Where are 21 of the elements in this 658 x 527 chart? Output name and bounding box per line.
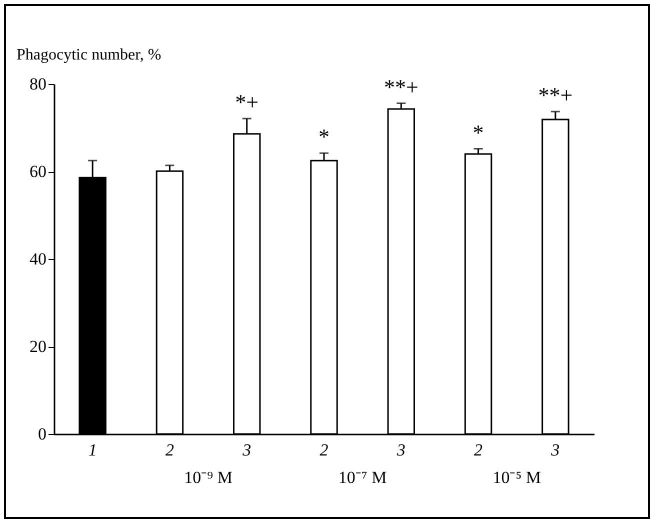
text: 10⁻⁷ M bbox=[338, 468, 387, 487]
x-tick-label: 2 bbox=[474, 440, 484, 460]
y-tick-label: 40 bbox=[30, 250, 46, 268]
data-label: **+ bbox=[538, 82, 573, 108]
x-tick-label: 2 bbox=[165, 440, 174, 460]
data-label: **+ bbox=[384, 74, 418, 100]
y-axis-title: Phagocytic number, % bbox=[16, 46, 162, 64]
data-label: * bbox=[472, 120, 484, 145]
data-label: *+ bbox=[235, 90, 259, 115]
x-tick-label: 1 bbox=[88, 440, 97, 460]
text: 10⁻⁵ M bbox=[492, 468, 542, 487]
text: 10⁻⁹ M bbox=[184, 468, 232, 487]
x-tick-label: 2 bbox=[320, 440, 329, 460]
data-label: * bbox=[318, 124, 330, 150]
y-tick-label: 80 bbox=[30, 74, 46, 94]
x-tick-label: 3 bbox=[550, 440, 560, 460]
x-tick-label: 3 bbox=[396, 440, 406, 460]
x-tick-label: 3 bbox=[242, 440, 252, 460]
y-tick-label: 0 bbox=[38, 424, 46, 444]
y-tick-label: 20 bbox=[30, 337, 46, 356]
y-tick-label: 60 bbox=[30, 162, 46, 181]
